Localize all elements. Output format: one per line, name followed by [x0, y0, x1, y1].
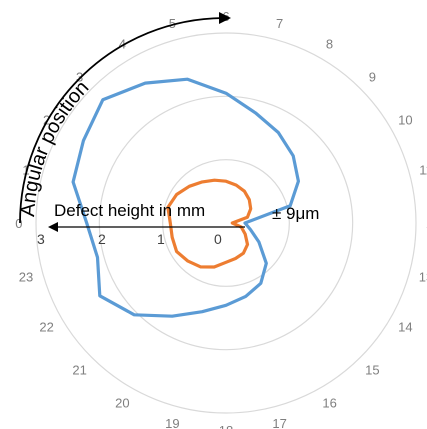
grid-ring-1 [162, 159, 290, 287]
angular-tick-15: 15 [365, 362, 379, 377]
angular-tick-21: 21 [72, 362, 86, 377]
angular-tick-19: 19 [165, 416, 179, 429]
angular-tick-2: 2 [43, 113, 50, 128]
angular-tick-4: 4 [119, 37, 126, 52]
grid-ring-3 [35, 32, 417, 414]
radial-axis-label: Defect height in mm [54, 201, 205, 220]
angular-tick-3: 3 [76, 70, 83, 85]
angular-arrowhead [219, 12, 231, 24]
angular-tick-13: 13 [419, 270, 427, 285]
radial-arrowhead [48, 222, 58, 232]
radial-tick-1: 1 [157, 231, 165, 247]
angular-tick-20: 20 [115, 395, 129, 410]
angular-tick-12: 12 [426, 216, 427, 231]
angular-tick-18: 18 [219, 423, 233, 429]
angular-tick-22: 22 [39, 320, 53, 335]
angular-tick-10: 10 [398, 113, 412, 128]
radial-gridlines [35, 32, 417, 414]
angular-tick-1: 1 [22, 162, 29, 177]
series-layer [71, 77, 300, 318]
tolerance-label: ± 9μm [272, 204, 319, 223]
radial-tick-3: 3 [37, 231, 45, 247]
grid-ring-2 [98, 95, 354, 351]
angular-tick-14: 14 [398, 320, 412, 335]
angular-tick-16: 16 [322, 395, 336, 410]
angular-tick-7: 7 [276, 16, 283, 31]
radial-tick-2: 2 [98, 231, 106, 247]
series-line-2 [166, 178, 253, 269]
angular-tick-0: 0 [15, 216, 22, 231]
angular-tick-17: 17 [272, 416, 286, 429]
radial-tick-0: 0 [214, 231, 222, 247]
angular-tick-8: 8 [326, 37, 333, 52]
angular-tick-23: 23 [19, 270, 33, 285]
angular-position-arrow [19, 17, 224, 224]
series-line-1 [71, 77, 300, 318]
angular-tick-11: 11 [419, 162, 427, 177]
angular-tick-5: 5 [169, 16, 176, 31]
angular-tick-9: 9 [369, 70, 376, 85]
